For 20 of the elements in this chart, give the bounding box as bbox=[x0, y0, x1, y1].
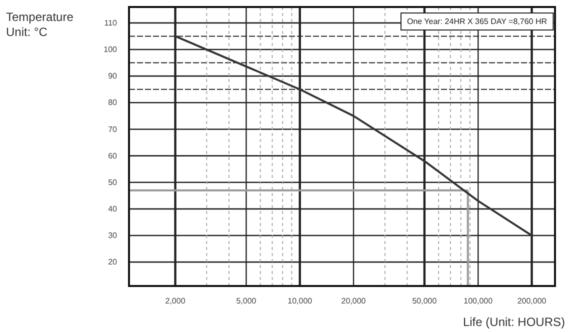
annotation: One Year: 24HR X 365 DAY =8,760 HR bbox=[406, 17, 548, 26]
x-tick-label: 50,000 bbox=[412, 296, 438, 306]
x-tick-label: 100,000 bbox=[464, 296, 494, 306]
x-tick-label: 5,000 bbox=[236, 296, 257, 306]
x-axis-title: Life (Unit: HOURS) bbox=[462, 315, 565, 329]
y-tick-label: 50 bbox=[108, 178, 118, 187]
y-tick-label: 110 bbox=[104, 18, 118, 28]
x-tick-label: 20,000 bbox=[341, 296, 366, 306]
y-tick-label: 60 bbox=[108, 151, 118, 160]
y-tick-label: 30 bbox=[108, 231, 118, 240]
x-tick-label: 200,000 bbox=[517, 296, 547, 306]
x-tick-label: 2,000 bbox=[165, 296, 186, 306]
y-tick-label: 90 bbox=[108, 72, 118, 81]
y-axis-title: Temperature Unit: °C bbox=[6, 10, 74, 39]
y-tick-label: 100 bbox=[104, 45, 118, 54]
x-tick-label: 10,000 bbox=[288, 296, 313, 306]
y-tick-label: 70 bbox=[108, 124, 118, 134]
y-tick-label: 20 bbox=[108, 258, 118, 267]
y-tick-label: 40 bbox=[108, 204, 118, 214]
y-tick-label: 80 bbox=[108, 98, 118, 108]
